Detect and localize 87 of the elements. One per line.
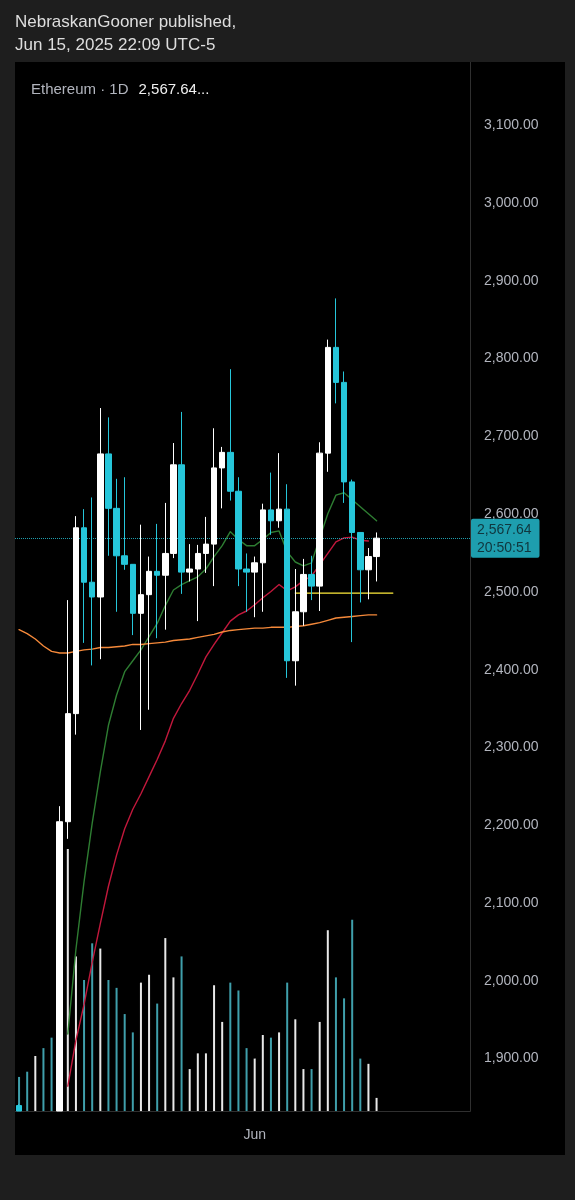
bar (34, 1055, 37, 1111)
candlestick (65, 599, 71, 840)
candlestick (195, 544, 201, 622)
candlestick (56, 805, 63, 1112)
candlestick (203, 516, 209, 574)
bar (294, 1019, 297, 1111)
bar (375, 1097, 378, 1111)
bar (131, 1032, 134, 1111)
bar (139, 982, 142, 1111)
bar (221, 1021, 224, 1111)
candlestick (138, 524, 144, 731)
y-tick-label: 2,300.00 (484, 738, 539, 755)
bar (83, 980, 86, 1111)
bar (286, 982, 289, 1111)
bar (204, 1053, 207, 1111)
bar (156, 1003, 159, 1111)
bar (99, 948, 102, 1111)
bar (269, 1037, 272, 1111)
y-tick-label: 2,400.00 (484, 660, 539, 677)
bar (261, 1035, 264, 1111)
bar (237, 990, 240, 1111)
candlestick (219, 446, 225, 509)
y-tick-label: 2,000.00 (484, 971, 539, 988)
y-tick-label: 2,900.00 (484, 271, 539, 288)
candlestick (308, 555, 315, 601)
bar (367, 1063, 370, 1111)
line-series (67, 536, 370, 1087)
text: NebraskanGooner published, (15, 11, 237, 33)
bar (148, 974, 151, 1111)
line-series (67, 492, 378, 1035)
bar (115, 987, 118, 1111)
ref-line-label: 2,567.64 20:50:51 (477, 521, 532, 556)
y-tick-label: 2,700.00 (484, 427, 539, 444)
bar (334, 977, 337, 1111)
text: Jun 15, 2025 22:09 UTC-5 (15, 34, 217, 56)
y-tick-label: 2,100.00 (484, 893, 539, 910)
bar (302, 1069, 305, 1111)
bar (310, 1069, 313, 1111)
candlestick (73, 515, 79, 736)
y-tick-label: 3,000.00 (484, 193, 539, 210)
bar (343, 998, 346, 1111)
candlestick (276, 452, 282, 529)
bar (188, 1069, 191, 1111)
bar (91, 943, 94, 1111)
candlestick (268, 472, 274, 536)
x-tick-label: Jun (243, 1126, 266, 1142)
text: 2,567.64... (138, 79, 210, 97)
bar (318, 1021, 321, 1111)
y-tick-label: 3,100.00 (484, 116, 539, 133)
bar (229, 982, 232, 1111)
bar (213, 985, 216, 1111)
y-tick-label: 2,600.00 (484, 505, 539, 522)
bar (351, 919, 354, 1111)
bar (164, 938, 167, 1111)
text: Ethereum · 1D (31, 79, 129, 97)
candlestick (97, 407, 104, 660)
y-tick-label: 2,800.00 (484, 349, 539, 366)
bar (26, 1071, 29, 1111)
candlestick (325, 339, 331, 473)
candlestick (146, 556, 152, 711)
line-series (18, 614, 378, 654)
candlestick (260, 503, 266, 613)
bar (180, 956, 183, 1111)
candlestick (333, 297, 339, 404)
candlestick (341, 370, 347, 504)
y-tick-label: 2,200.00 (484, 816, 539, 833)
bar (172, 977, 175, 1111)
candlestick (316, 441, 323, 612)
bar (326, 930, 329, 1111)
bar (107, 980, 110, 1111)
bar (253, 1058, 256, 1111)
bar (42, 1048, 45, 1111)
bar (50, 1037, 53, 1111)
bar (196, 1053, 199, 1111)
bar (74, 956, 77, 1111)
bar (245, 1048, 248, 1111)
bar (123, 1014, 126, 1111)
candlestick (251, 556, 258, 618)
bar (359, 1058, 362, 1111)
candlestick (16, 1103, 22, 1112)
candlestick (186, 543, 193, 582)
candlestick (130, 563, 136, 636)
bar (66, 849, 69, 1111)
y-tick-label: 1,900.00 (484, 1049, 539, 1066)
candlestick (211, 427, 217, 587)
y-tick-label: 2,500.00 (484, 582, 539, 599)
bar (278, 1032, 281, 1111)
